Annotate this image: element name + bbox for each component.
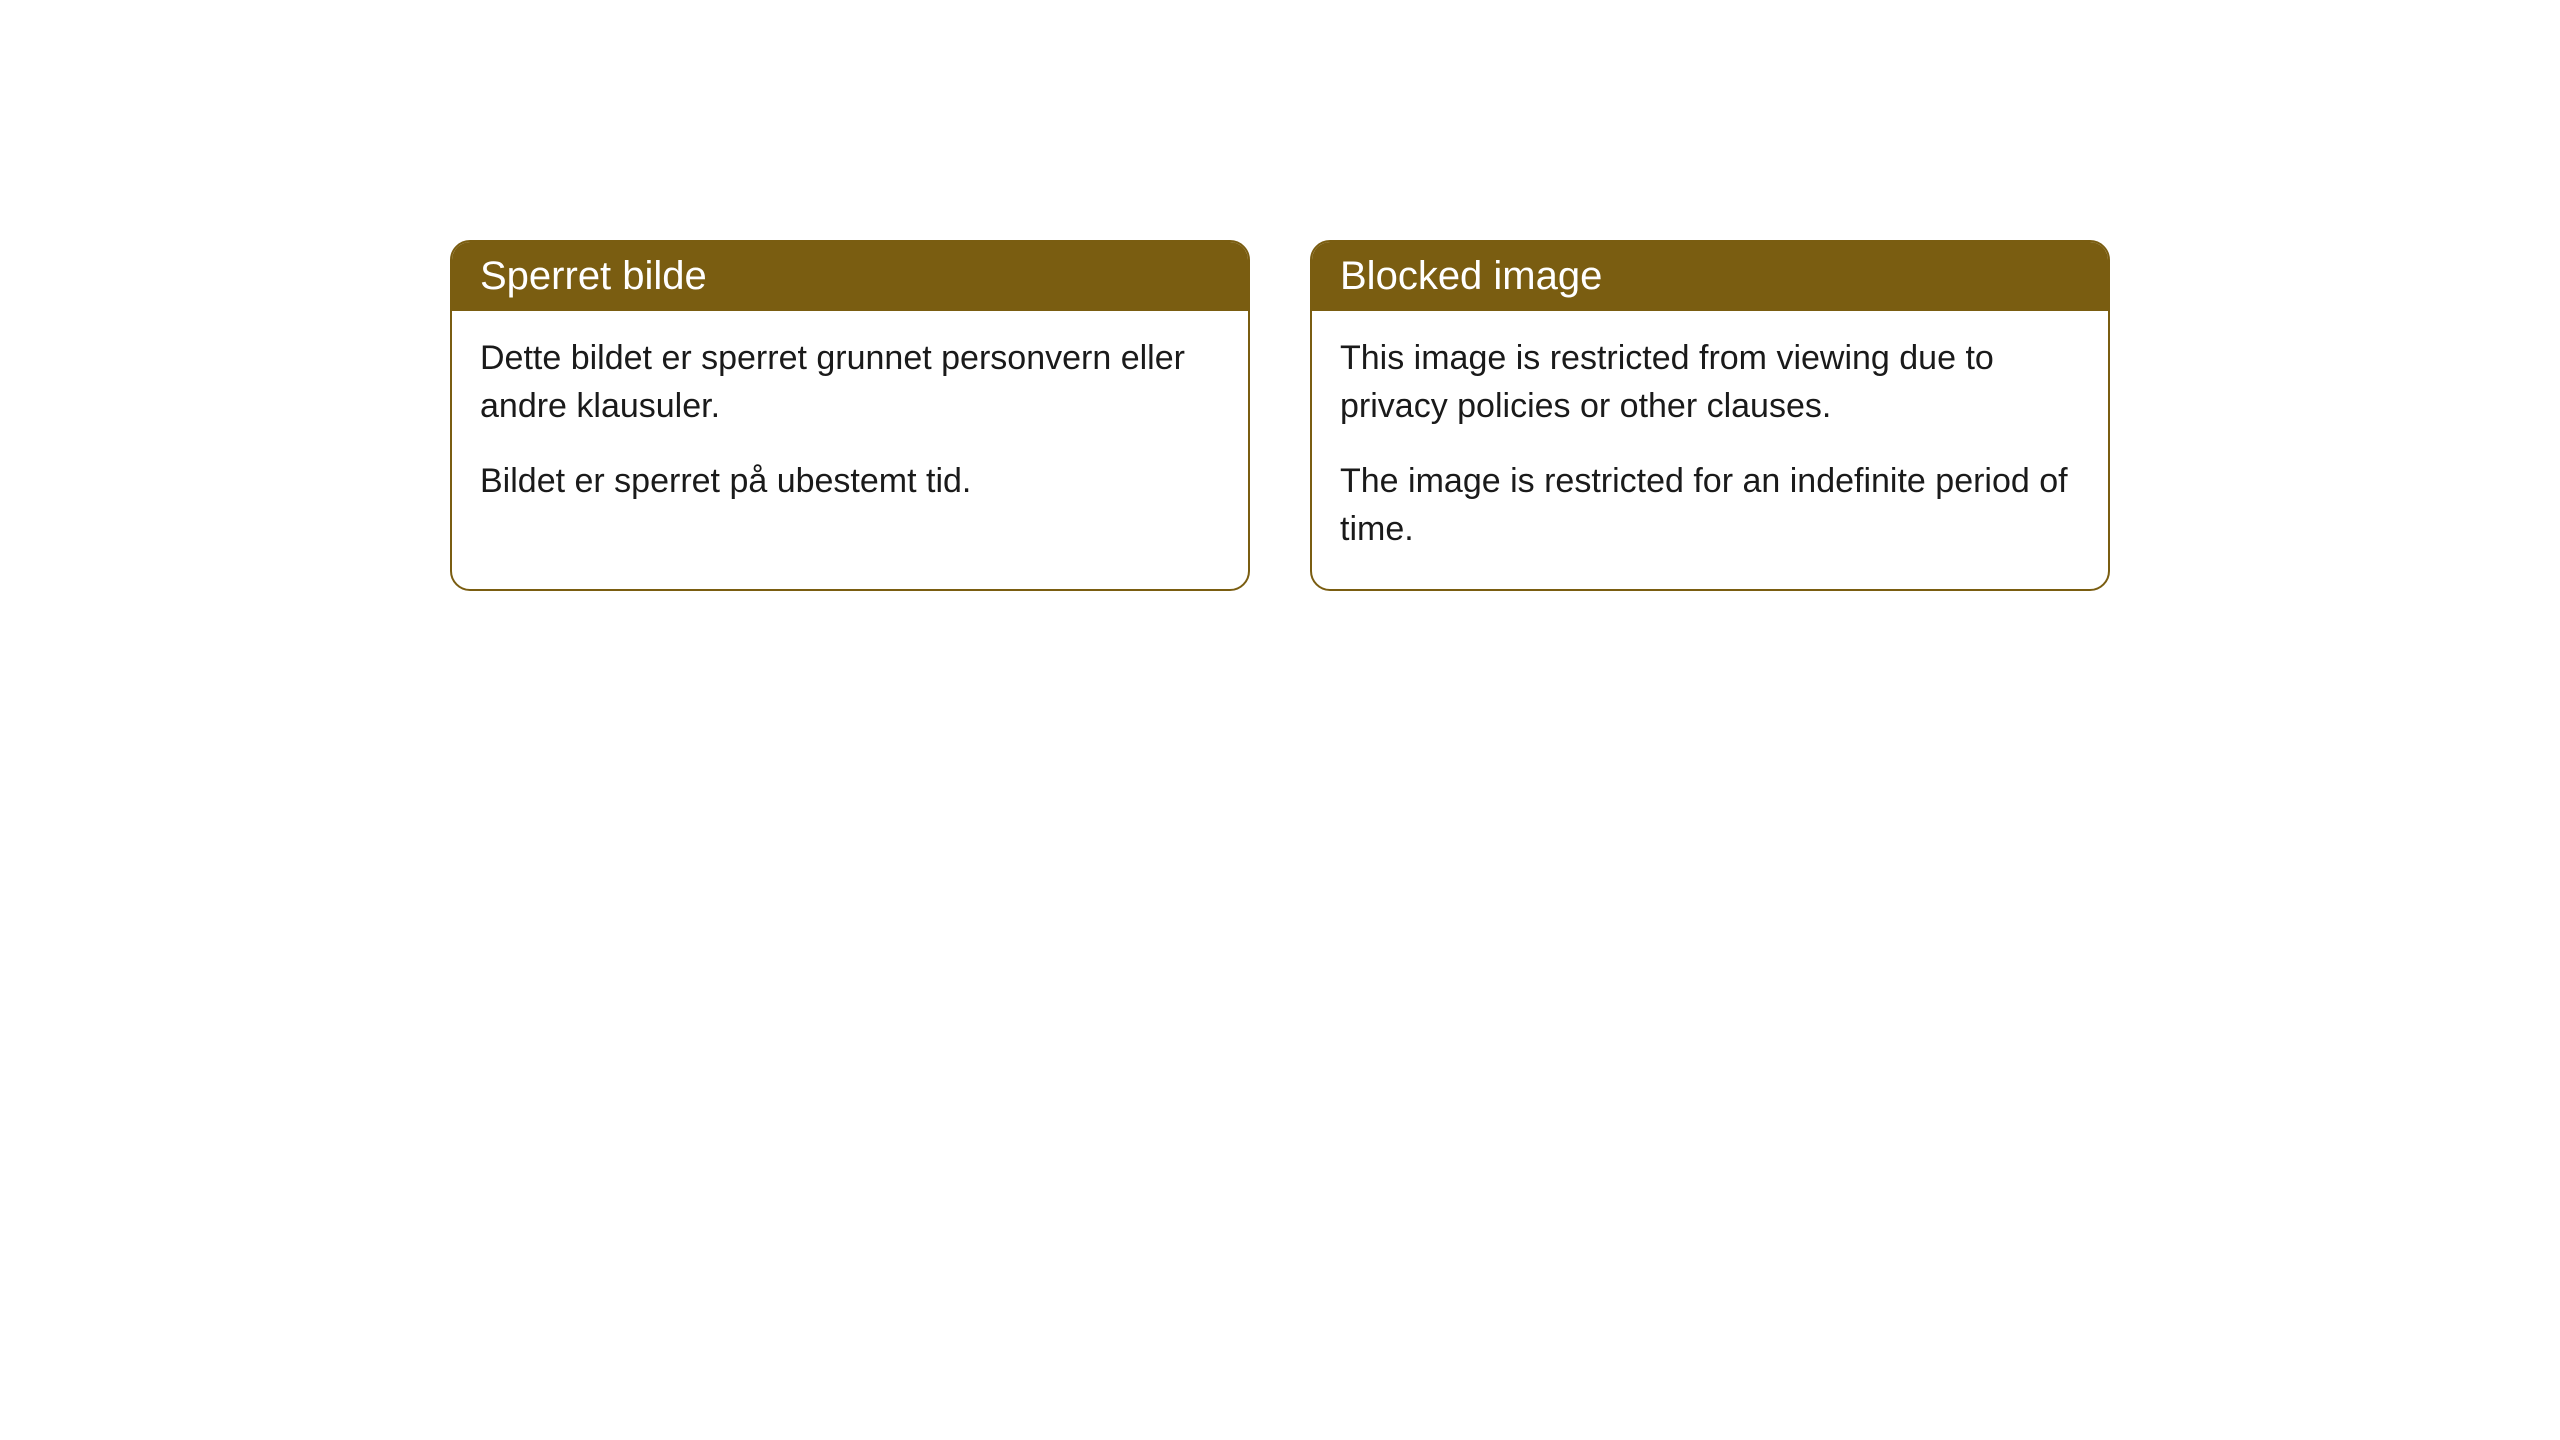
card-paragraph-1: This image is restricted from viewing du…: [1340, 335, 2080, 430]
card-header-norwegian: Sperret bilde: [452, 242, 1248, 311]
blocked-image-card-norwegian: Sperret bilde Dette bildet er sperret gr…: [450, 240, 1250, 591]
card-paragraph-2: The image is restricted for an indefinit…: [1340, 458, 2080, 553]
card-body-english: This image is restricted from viewing du…: [1312, 311, 2108, 589]
card-header-english: Blocked image: [1312, 242, 2108, 311]
blocked-image-card-english: Blocked image This image is restricted f…: [1310, 240, 2110, 591]
card-paragraph-1: Dette bildet er sperret grunnet personve…: [480, 335, 1220, 430]
notice-cards-container: Sperret bilde Dette bildet er sperret gr…: [450, 240, 2110, 591]
card-paragraph-2: Bildet er sperret på ubestemt tid.: [480, 458, 1220, 506]
card-body-norwegian: Dette bildet er sperret grunnet personve…: [452, 311, 1248, 542]
